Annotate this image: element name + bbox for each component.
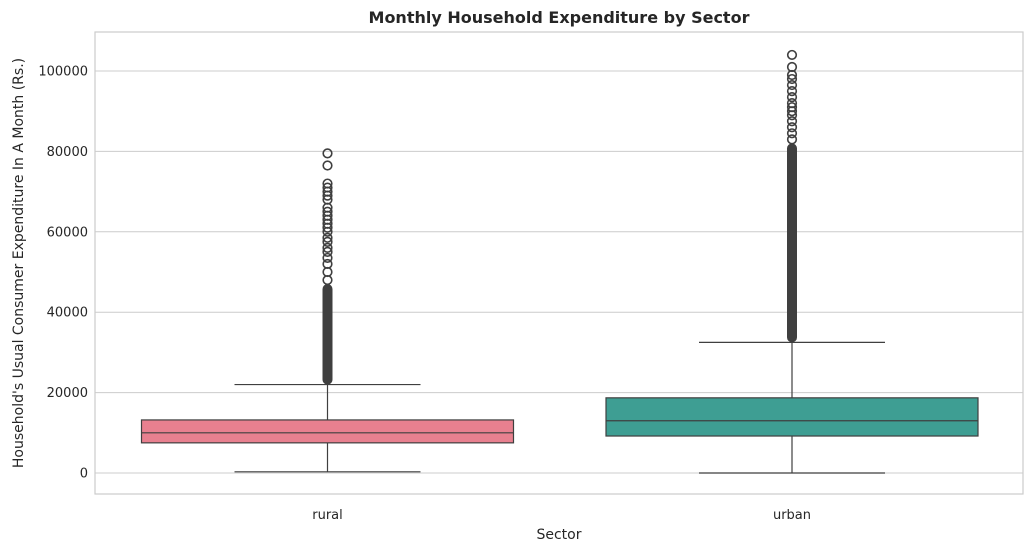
outlier-point [786, 116, 798, 127]
outlier-point [322, 182, 333, 193]
x-axis-label: Sector [536, 527, 581, 543]
plot-frame [94, 31, 1024, 495]
outlier-point [322, 236, 333, 247]
outlier-point [322, 258, 333, 270]
outlier-cluster [787, 143, 797, 343]
outlier-cluster [322, 284, 333, 385]
y-tick-label: 100000 [38, 65, 88, 80]
outlier-point [786, 92, 798, 103]
outlier-point [786, 49, 798, 61]
outlier-point [786, 79, 798, 91]
outlier-point [322, 252, 333, 264]
outlier-point [322, 148, 333, 159]
outlier-point [322, 206, 333, 217]
y-tick-label: 0 [80, 467, 88, 482]
box-rural [140, 148, 515, 473]
chart-title: Monthly Household Expenditure by Sector [369, 8, 750, 27]
y-tick-label: 20000 [47, 386, 88, 401]
outlier-point [786, 122, 798, 133]
y-axis-label: Household's Usual Consumer Expenditure I… [11, 58, 27, 468]
x-tick-labels: rural urban [312, 508, 811, 523]
outlier-point [786, 85, 798, 97]
iqr-box [140, 419, 515, 444]
outlier-point [786, 73, 798, 85]
x-tick-label: rural [312, 508, 343, 523]
outlier-point [322, 232, 333, 243]
outlier-point [786, 102, 798, 113]
y-tick-label: 60000 [47, 225, 88, 240]
y-tick-label: 40000 [47, 306, 88, 321]
outlier-point [322, 160, 333, 171]
y-tick-labels: 0 20000 40000 60000 80000 100000 [38, 65, 88, 482]
outlier-point [322, 178, 333, 189]
outlier-point [786, 98, 798, 109]
y-tick-label: 80000 [47, 145, 88, 160]
box-plots [140, 49, 979, 474]
outlier-point [322, 242, 333, 253]
outlier-point [322, 246, 333, 257]
outlier-point [786, 128, 798, 139]
outlier-point [786, 134, 798, 145]
box-urban [605, 49, 979, 474]
outlier-point [786, 61, 798, 73]
x-tick-label: urban [773, 508, 811, 523]
iqr-box [605, 397, 979, 437]
